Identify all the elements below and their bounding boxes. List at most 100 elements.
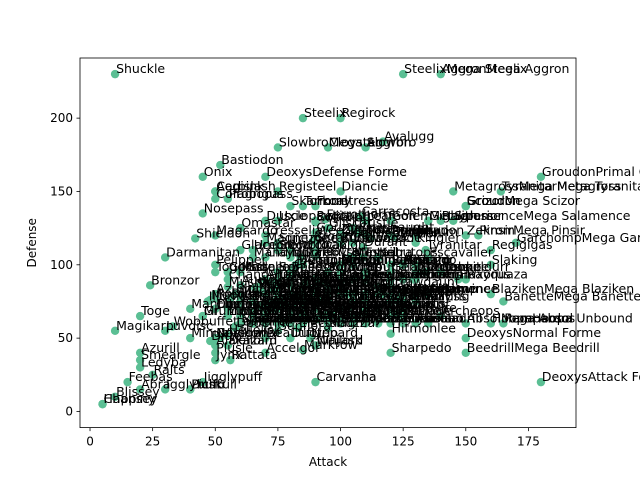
point-label: Diancie	[342, 178, 389, 193]
point-label: Whiscash	[286, 291, 345, 306]
data-point	[298, 304, 308, 313]
point-label: Dragalge	[279, 266, 336, 281]
point-label: Heatmor	[334, 302, 389, 317]
data-point	[373, 289, 383, 299]
point-label: Articuno	[304, 252, 356, 267]
point-label: Swampert	[367, 266, 431, 281]
point-label: Magneton	[241, 259, 303, 274]
point-label: Blaziken	[392, 296, 444, 311]
data-point	[223, 282, 232, 291]
data-point	[291, 260, 300, 269]
point-label: Arceus	[392, 222, 434, 237]
point-label: Zebstrika	[342, 306, 401, 321]
data-point	[135, 311, 145, 321]
point-label: Noivern	[266, 281, 314, 296]
point-label: Blastoise	[299, 252, 356, 267]
point-label: Ursaring	[417, 288, 470, 303]
data-point	[386, 319, 395, 328]
x-tick-label: 150	[454, 435, 477, 449]
data-point	[461, 319, 470, 328]
point-label: BeedrillMega Beedrill	[467, 340, 600, 355]
point-label: Volcanion	[367, 222, 427, 237]
data-point	[373, 253, 383, 262]
point-label: Castform	[266, 296, 323, 311]
data-point	[411, 231, 420, 240]
data-point	[386, 291, 395, 300]
data-point	[511, 238, 521, 247]
point-label: Ralts	[154, 362, 185, 377]
point-label: Giratina	[342, 222, 392, 237]
data-point	[223, 194, 232, 203]
data-point	[311, 377, 320, 387]
data-point	[421, 245, 430, 255]
point-label: Golduck	[296, 284, 348, 299]
data-point	[298, 345, 308, 355]
point-label: Blissey	[116, 384, 160, 399]
point-label: Hawlucha	[321, 288, 382, 303]
point-label: Carbink	[216, 178, 265, 193]
data-point	[145, 281, 155, 290]
data-point	[298, 297, 308, 306]
point-label: Octillery	[354, 288, 407, 303]
point-label: Moltres	[342, 266, 388, 281]
point-label: Medicham	[241, 288, 306, 303]
point-label: Marowak	[291, 237, 348, 252]
point-label: MetagrossMega Metagross	[454, 178, 621, 193]
data-point	[311, 216, 320, 225]
point-label: Hitmonchan	[354, 283, 430, 298]
y-tick-label: 50	[58, 331, 73, 345]
point-label: Zangoose	[379, 310, 441, 325]
data-point	[336, 229, 345, 239]
point-label: DeoxysDefense Forme	[266, 164, 407, 179]
x-axis-ticks: 0 25 50 75 100 125 150 175	[86, 427, 540, 449]
data-point	[311, 231, 320, 240]
point-label: Cobalion	[316, 209, 371, 224]
point-label: Rampardos	[504, 310, 575, 325]
point-label: Jirachi	[341, 252, 380, 267]
point-label: Hoopa	[367, 310, 407, 325]
point-label: Meowstic	[211, 287, 269, 302]
point-label: Froslass	[291, 296, 340, 311]
data-point	[396, 292, 405, 302]
point-label: Regigigas	[492, 237, 553, 252]
point-label: Ho-oh	[417, 266, 455, 281]
point-label: Igglybuff	[166, 376, 221, 391]
point-label: Ninjask	[316, 332, 362, 347]
point-label: Sharpedo	[392, 340, 452, 355]
point-label: Mewtwo	[367, 266, 418, 281]
point-label: Talonflame	[293, 294, 362, 309]
point-label: Duskull	[191, 376, 237, 391]
point-label: Reshiram	[392, 252, 451, 267]
point-label: Landorus	[404, 266, 462, 281]
point-label: Arcanine	[367, 281, 422, 296]
point-label: Electabuzz	[299, 315, 367, 330]
point-label: Shieldon	[196, 225, 250, 240]
point-label: Breloom	[417, 281, 469, 296]
data-point	[273, 326, 283, 335]
point-label: Infernape	[352, 294, 412, 309]
point-label: Meloetta	[284, 286, 339, 301]
point-label: Espeon	[254, 310, 300, 325]
data-point	[248, 311, 258, 321]
data-point	[361, 275, 370, 284]
point-label: Slurpuff	[291, 272, 340, 287]
data-point	[323, 316, 333, 325]
point-label: Bronzong	[314, 228, 373, 243]
point-label: Dustox	[216, 296, 260, 311]
data-point	[336, 113, 345, 123]
data-point	[436, 311, 445, 321]
point-label: Ledyba	[141, 354, 186, 369]
point-label: Escavalier	[429, 244, 494, 259]
point-label: Zapdos	[316, 274, 362, 289]
data-point	[499, 297, 508, 306]
point-label: HoopaHoopa Unbound	[492, 310, 633, 325]
point-label: Huntail	[352, 244, 397, 259]
data-point	[411, 260, 420, 269]
point-label: Dedenne	[236, 315, 293, 330]
point-label: Scizor	[417, 252, 455, 267]
point-label: Kyogre	[342, 266, 385, 281]
data-point	[373, 304, 383, 313]
point-label: Emboar	[399, 303, 448, 318]
data-point	[286, 275, 295, 284]
data-point	[261, 238, 270, 247]
